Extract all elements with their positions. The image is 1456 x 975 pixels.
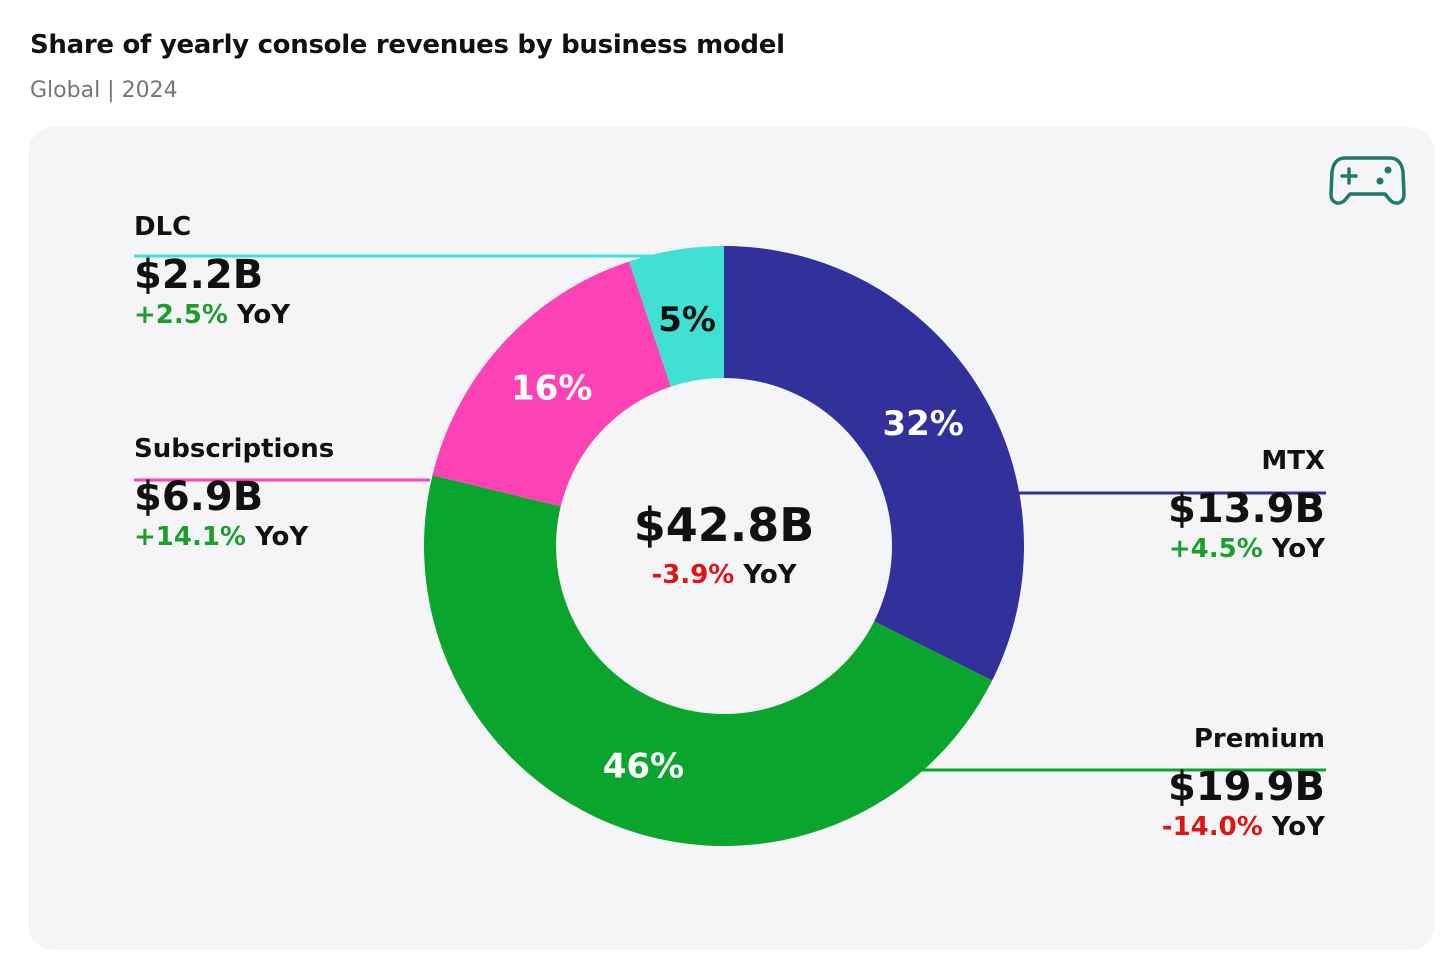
yoy-suffix: YoY [1271, 812, 1325, 842]
label-yoy: +2.5% [134, 300, 228, 330]
label-name: Subscriptions [134, 434, 335, 464]
label-yoy: +4.5% [1168, 534, 1263, 564]
label-name: MTX [1261, 446, 1325, 476]
chart-title: Share of yearly console revenues by busi… [30, 30, 785, 60]
label-value: $6.9B [134, 474, 264, 520]
yoy-suffix: YoY [743, 560, 797, 590]
legend-dlc: DLC $2.2B +2.5% YoY [134, 212, 290, 330]
label-name: Premium [1193, 724, 1325, 754]
label-name: DLC [134, 212, 192, 242]
total-value: $42.8B [633, 498, 815, 552]
slice-premium [424, 475, 993, 846]
yoy-suffix: YoY [255, 522, 309, 552]
pct-label-dlc: 5% [658, 300, 716, 340]
slice-dlc [628, 246, 724, 387]
yoy-suffix: YoY [236, 300, 291, 330]
pct-label-subscriptions: 16% [511, 369, 592, 409]
legend-subscriptions: Subscriptions $6.9B +14.1% YoY [134, 434, 334, 552]
pct-label-premium: 46% [603, 747, 684, 787]
chart-subtitle: Global | 2024 [30, 78, 178, 103]
gamepad-icon [1329, 156, 1406, 205]
yoy-suffix: YoY [1271, 534, 1325, 564]
legend-premium: Premium $19.9B -14.0% YoY [1162, 724, 1325, 842]
label-value: $13.9B [1167, 486, 1325, 532]
slice-subscriptions [432, 261, 671, 507]
label-value: $19.9B [1167, 764, 1325, 810]
label-yoy: -14.0% [1161, 812, 1263, 842]
slice-mtx [724, 246, 1025, 681]
total-yoy: -3.9% [651, 560, 735, 590]
pct-label-mtx: 32% [882, 404, 963, 444]
donut-center: $42.8B -3.9% YoY [574, 498, 874, 590]
label-yoy: +14.1% [134, 522, 246, 552]
legend-mtx: MTX $13.9B +4.5% YoY [1168, 446, 1325, 564]
label-value: $2.2B [134, 252, 264, 298]
